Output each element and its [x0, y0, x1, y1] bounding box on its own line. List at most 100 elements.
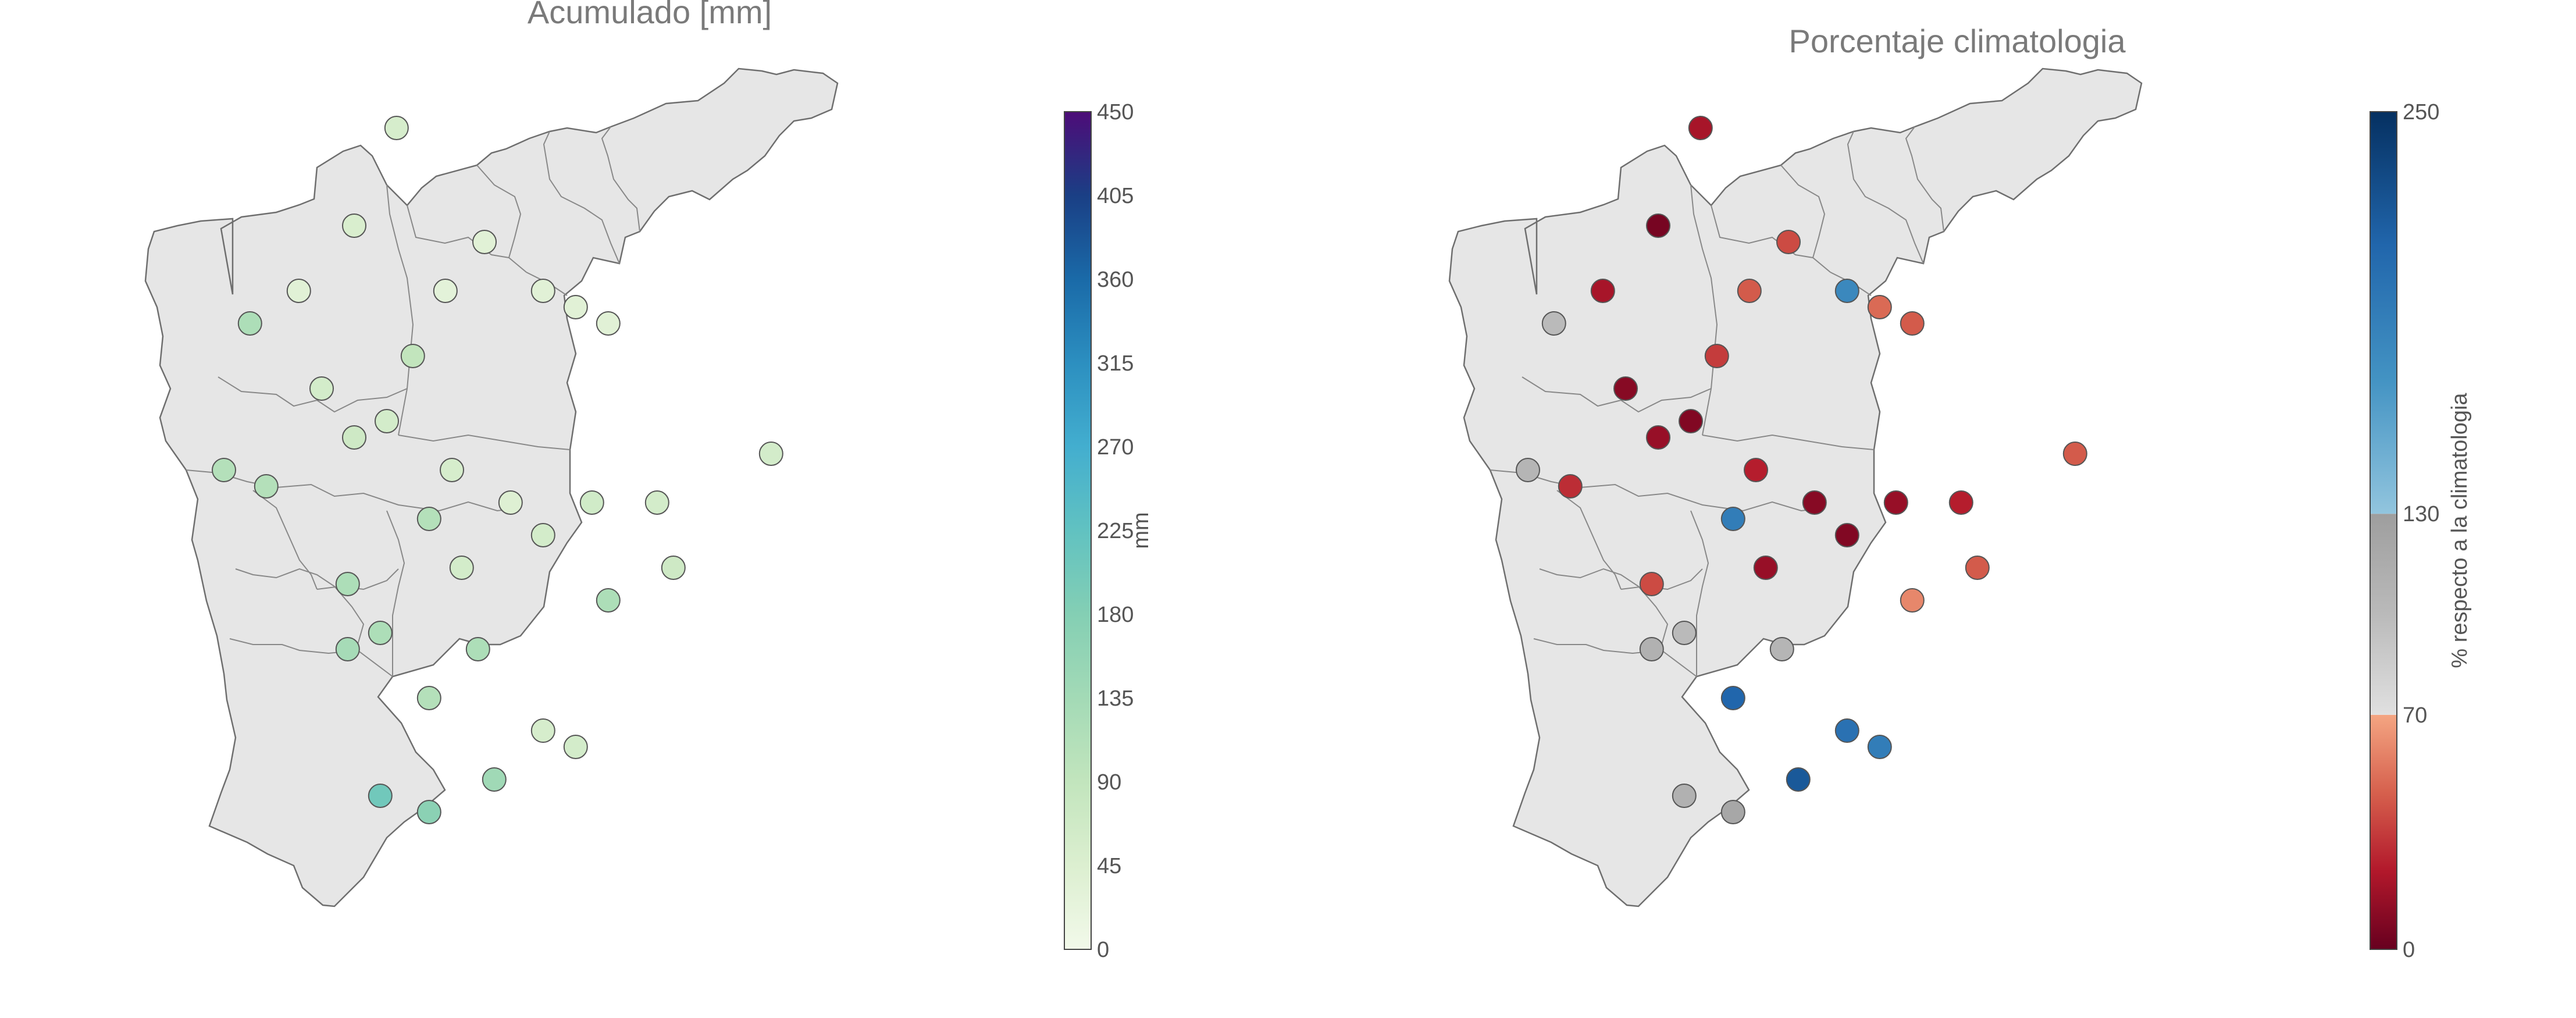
station-marker — [1744, 458, 1768, 482]
colorbar-tick-label: 315 — [1097, 351, 1134, 376]
station-marker — [596, 311, 621, 336]
panel-title-percentage: Porcentaje climatologia — [1789, 23, 2126, 59]
colorbar-tick-label: 0 — [1097, 938, 1109, 962]
subregion-boundary — [218, 376, 408, 413]
colorbar-tick-label: 405 — [1097, 184, 1134, 208]
colorbar-tick-label: 450 — [1097, 100, 1134, 124]
colorbar-percentage: 0 70 130 250 % respecto a la climatologia — [2370, 100, 2472, 962]
colorbar-tick-label: 225 — [1097, 519, 1134, 543]
station-marker — [563, 735, 588, 759]
station-marker — [1720, 800, 1745, 824]
panel-title-accumulated: Acumulado [mm] — [528, 0, 772, 30]
colorbar-ramp — [1064, 111, 1092, 950]
station-marker — [440, 458, 464, 482]
station-marker — [1672, 784, 1697, 808]
subregion-boundary — [1780, 165, 1826, 258]
station-marker — [2062, 442, 2087, 466]
station-marker — [465, 637, 490, 661]
station-marker — [416, 507, 441, 531]
region-map — [144, 67, 839, 907]
colorbar-frame — [2370, 111, 2397, 950]
colorbar-tick-label: 0 — [2403, 938, 2415, 962]
subregion-boundary — [1847, 131, 1924, 264]
station-marker — [530, 279, 555, 303]
subregion-boundary — [386, 510, 405, 677]
subregion-boundary — [476, 165, 522, 258]
station-marker — [1672, 621, 1697, 645]
station-marker — [1867, 295, 1892, 319]
station-marker — [1541, 311, 1566, 336]
station-marker — [1639, 572, 1664, 596]
station-marker — [596, 588, 621, 613]
station-marker — [254, 474, 279, 499]
region-outline — [144, 67, 839, 907]
station-marker — [1639, 637, 1664, 661]
subregion-boundary — [1690, 184, 1718, 436]
subregion-boundary — [1539, 568, 1669, 645]
station-marker — [1900, 588, 1925, 613]
station-marker — [758, 442, 783, 466]
station-marker — [416, 800, 441, 824]
subregion-boundary — [1690, 510, 1709, 677]
station-marker — [309, 376, 334, 401]
station-markers — [1516, 116, 2087, 824]
station-marker — [1948, 490, 1973, 515]
station-marker — [1900, 311, 1925, 336]
station-marker — [563, 295, 588, 319]
colorbar-label: % respecto a la climatologia — [2447, 393, 2472, 668]
station-marker — [1558, 474, 1583, 499]
station-marker — [1646, 425, 1670, 450]
station-marker — [384, 116, 409, 140]
station-marker — [286, 279, 311, 303]
station-marker — [237, 311, 262, 336]
colorbar-tick-label: 130 — [2403, 502, 2439, 526]
station-marker — [1737, 279, 1762, 303]
station-marker — [644, 490, 669, 515]
subregion-boundary — [601, 126, 640, 232]
station-marker — [472, 230, 497, 254]
subregion-boundary — [186, 469, 521, 512]
station-marker — [579, 490, 604, 515]
colorbar-tick-label: 360 — [1097, 268, 1134, 292]
colorbar-accumulated: 0 45 90 135 180 225 270 315 360 405 450 mm — [1064, 100, 1153, 962]
station-marker — [1704, 344, 1729, 368]
colorbar-tick-label: 45 — [1097, 854, 1121, 878]
station-marker — [342, 425, 366, 450]
station-marker — [433, 279, 458, 303]
station-marker — [1802, 490, 1827, 515]
station-marker — [400, 344, 425, 368]
colorbar-segment — [2370, 514, 2397, 715]
panel-percentage: Porcentaje climatologia 0 70 130 250 % respe… — [1448, 23, 2472, 962]
subregion-boundary — [252, 490, 318, 590]
station-marker — [1834, 523, 1859, 547]
station-marker — [530, 718, 555, 743]
colorbar-tick-label: 180 — [1097, 603, 1134, 627]
station-marker — [368, 784, 393, 808]
subregion-boundary — [1702, 434, 1875, 450]
subregion-boundary — [386, 184, 414, 436]
colorbar-label: mm — [1129, 512, 1153, 549]
subregion-boundary — [398, 434, 571, 450]
station-marker — [498, 490, 523, 515]
station-marker — [1769, 637, 1794, 661]
station-marker — [1834, 279, 1859, 303]
station-marker — [482, 767, 507, 792]
subregion-boundary — [1522, 376, 1712, 413]
subregion-boundary — [316, 568, 399, 590]
colorbar-tick-label: 250 — [2403, 100, 2439, 124]
subregion-boundary — [1620, 568, 1703, 590]
station-marker — [1688, 116, 1713, 140]
station-marker — [1720, 686, 1745, 710]
subregion-boundary — [543, 131, 620, 264]
subregion-boundary — [1905, 126, 1944, 232]
colorbar-tick-label: 135 — [1097, 686, 1134, 711]
station-marker — [416, 686, 441, 710]
station-markers — [212, 116, 783, 824]
station-marker — [1965, 556, 1990, 580]
region-map — [1448, 67, 2143, 907]
colorbar-tick-label: 70 — [2403, 703, 2427, 728]
station-marker — [1516, 458, 1540, 482]
colorbar-segment — [2370, 714, 2397, 949]
station-marker — [661, 556, 686, 580]
